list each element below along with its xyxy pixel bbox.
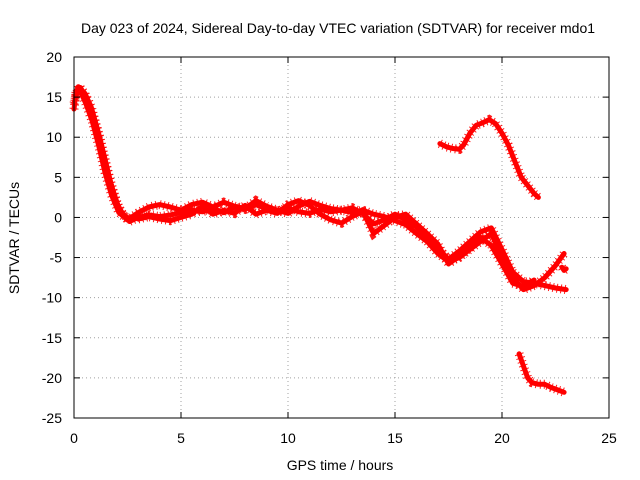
series-markers-main-descent-c [71, 78, 131, 224]
x-tick-label: 0 [70, 430, 78, 446]
x-axis-label: GPS time / hours [287, 457, 394, 473]
x-tick-label: 10 [280, 430, 296, 446]
y-tick-label: -25 [42, 410, 62, 426]
y-axis-label: SDTVAR / TECUs [6, 182, 22, 294]
series-markers-upper-segment [437, 114, 542, 201]
y-tick-label: 10 [46, 129, 62, 145]
y-tick-label: 0 [54, 209, 62, 225]
x-tick-label: 5 [177, 430, 185, 446]
series-markers-tail-marks [558, 264, 569, 277]
x-tick-label: 25 [601, 430, 617, 446]
y-tick-label: 5 [54, 169, 62, 185]
y-tick-label: -5 [50, 250, 63, 266]
y-tick-label: -15 [42, 330, 62, 346]
plot-frame [73, 56, 610, 419]
series-markers-lower-segment [514, 352, 566, 397]
series-group [69, 77, 569, 397]
y-axis-tick-labels: 20 15 10 5 0 -5 -10 -15 -20 -25 [42, 49, 62, 426]
series-line-upper-segment [437, 117, 541, 200]
y-tick-label: 15 [46, 89, 62, 105]
series-line-plateau-c [135, 198, 537, 289]
x-tick-label: 15 [387, 430, 403, 446]
x-tick-label: 20 [494, 430, 510, 446]
x-axis-tick-labels: 0 5 10 15 20 25 [70, 430, 617, 446]
y-tick-label: -20 [42, 370, 62, 386]
grid [74, 57, 609, 418]
y-tick-label: 20 [46, 49, 62, 65]
chart-title: Day 023 of 2024, Sidereal Day-to-day VTE… [81, 20, 595, 36]
axis-ticks [73, 56, 610, 419]
y-tick-label: -10 [42, 290, 62, 306]
